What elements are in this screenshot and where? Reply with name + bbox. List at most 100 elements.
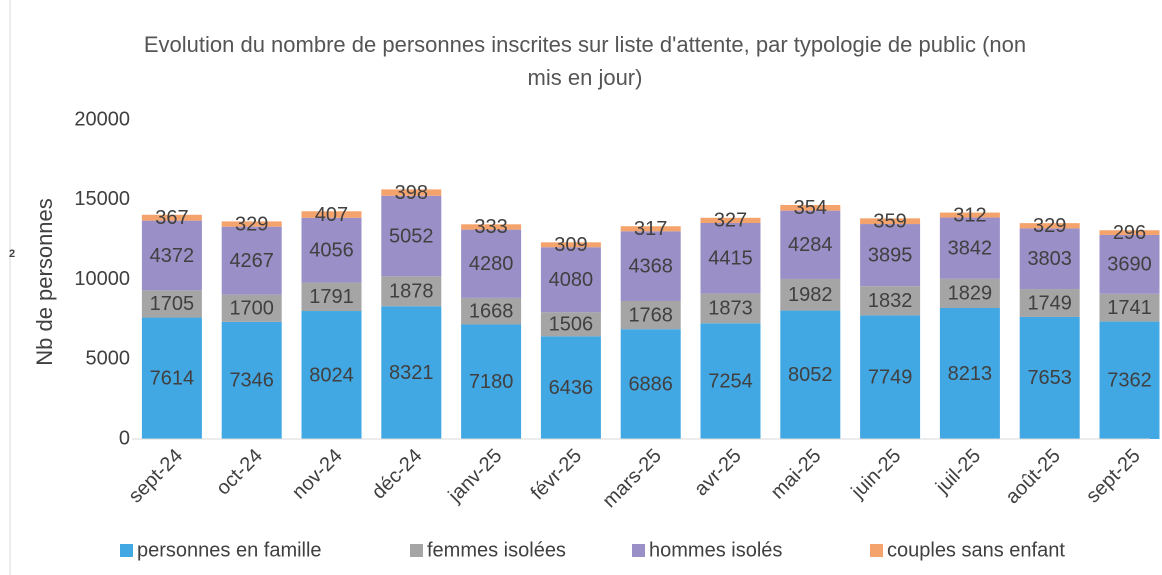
data-label: 327 [714,210,747,232]
bar-segment [700,217,761,224]
data-label: 1982 [788,284,833,306]
legend-label: personnes en famille [137,539,322,561]
bar-segment [301,211,362,218]
data-label: 1700 [229,298,274,320]
data-label: 4267 [229,250,274,272]
data-label: 407 [315,204,348,226]
x-tick-label: févr-25 [527,445,587,505]
data-label: 1873 [708,298,753,320]
x-tick-label: mars-25 [599,445,666,512]
bar-segment [1019,228,1080,290]
x-tick-label: oct-24 [212,445,267,500]
chart-title: Evolution du nombre de personnes inscrit… [143,32,1027,90]
data-label: 8024 [309,364,354,386]
y-tick-label: 20000 [74,108,130,130]
x-tick-label: août-25 [1001,445,1065,509]
bar-segment [1099,293,1160,322]
legend-swatch [410,544,423,557]
x-tick-label: nov-24 [288,445,347,504]
bar-segment [860,315,921,439]
data-label: 359 [873,210,906,232]
legend-swatch [120,544,133,557]
data-label: 7653 [1027,367,1072,389]
data-label: 5052 [389,225,434,247]
bar-segment [141,220,202,291]
bar-segment [461,297,522,325]
bar-segment [620,226,681,232]
data-label: 7614 [150,368,195,390]
legend-label: couples sans enfant [887,539,1065,561]
data-label: 4284 [788,234,833,256]
bar-segment [381,276,442,307]
bar-segment [780,310,841,439]
bar-segment [1019,289,1080,317]
bar-segment [540,247,601,313]
bar-segment [860,218,921,225]
bar-segment [780,278,841,311]
bar-segment [301,217,362,283]
data-label: 8321 [389,362,434,384]
data-label: 7362 [1107,370,1152,392]
data-label: 8052 [788,364,833,386]
bar-segment [620,329,681,439]
bar-segment [221,221,282,227]
data-label: 4280 [469,253,514,275]
x-tick-label: juil-25 [931,445,985,499]
legend-label: femmes isolées [427,539,566,561]
bar-segment [221,321,282,439]
data-label: 367 [155,207,188,229]
bar-segment [780,204,841,211]
bar-segment [381,195,442,277]
data-label: 329 [1033,215,1066,237]
data-label: 312 [953,204,986,226]
bar-segment [700,323,761,439]
x-tick-label: mai-25 [767,445,826,504]
bar-segment [381,306,442,439]
x-tick-label: sept-24 [124,445,187,508]
data-label: 4415 [708,247,753,269]
data-label: 1829 [948,283,993,305]
data-label: 329 [235,213,268,235]
bar-segment [1019,223,1080,229]
bar-segment [381,189,442,196]
data-label: 398 [395,182,428,204]
bar-segment [1099,234,1160,294]
data-label: 309 [554,234,587,256]
y-tick-label: 5000 [86,348,131,370]
data-label: 1832 [868,290,913,312]
y-tick-label: 0 [119,427,130,449]
bar-segment [461,224,522,230]
bar-segment [700,223,761,294]
bar-segment [860,224,921,287]
legend-label: hommes isolés [649,539,782,561]
bar-segment [141,290,202,318]
bar-segment [461,229,522,298]
data-label: 1878 [389,281,434,303]
data-label: 4056 [309,239,354,261]
bar-segment [1019,316,1080,439]
bar-segment [221,226,282,295]
bar-segment [540,242,601,248]
bar-segment [620,231,681,301]
data-label: 354 [794,197,827,219]
data-label: 333 [474,216,507,238]
x-tick-label: avr-25 [690,445,746,501]
bar-segment [939,308,1000,439]
bar-segment [221,294,282,322]
bar-segment [939,278,1000,309]
bar-segment [301,311,362,439]
bar-segment [141,317,202,439]
bar-segment [1099,230,1160,235]
y-tick-label: 10000 [74,268,130,290]
bar-segment [939,212,1000,218]
data-label: 1506 [549,314,594,336]
data-label: 3842 [948,237,993,259]
data-label: 1668 [469,300,514,322]
legend-swatch [632,544,645,557]
data-label: 7180 [469,371,514,393]
data-label: 317 [634,218,667,240]
y-axis-label: Nb de personnes [32,198,57,366]
data-label: 6436 [549,377,594,399]
data-label: 3803 [1027,248,1072,270]
